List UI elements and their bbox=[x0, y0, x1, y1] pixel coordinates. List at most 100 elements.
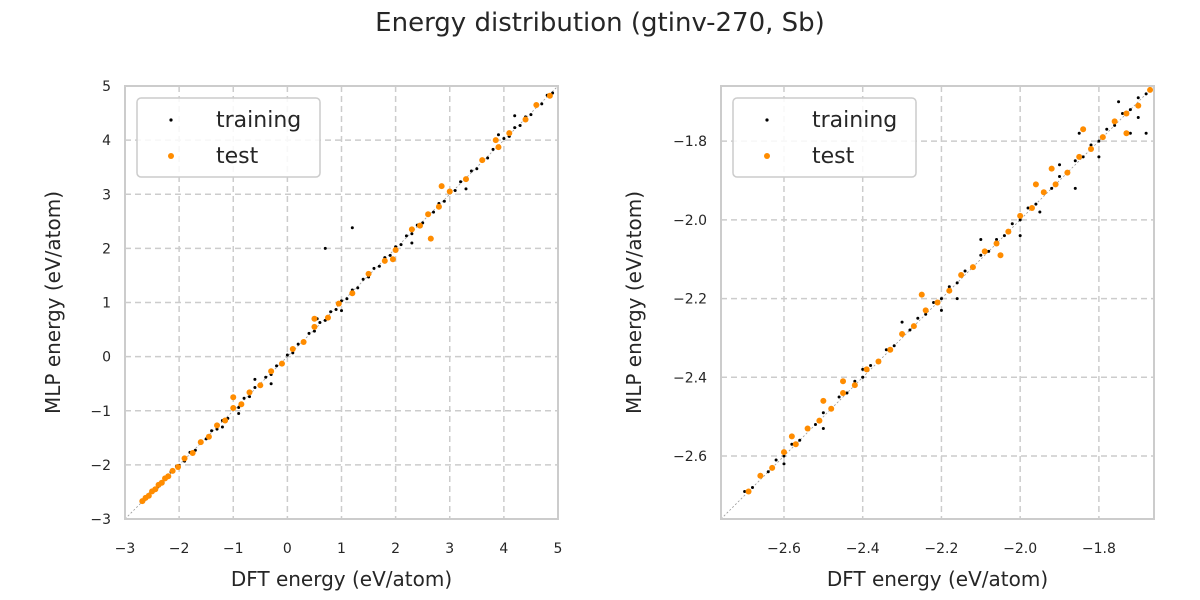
left-training-point bbox=[513, 126, 517, 130]
right-training-point bbox=[821, 411, 825, 415]
right-legend-box bbox=[732, 97, 917, 178]
left-training-point bbox=[410, 232, 414, 236]
right-test-point bbox=[788, 433, 795, 440]
left-training-point bbox=[361, 277, 365, 281]
left-training-point bbox=[247, 395, 251, 399]
left-y-tick-label: −3 bbox=[90, 512, 111, 528]
right-plot-panel: −2.6 −2.4 −2.2 −2.0 −1.8 −2.6 −2.4 −2.2 −2.0 −1.… bbox=[622, 85, 1155, 591]
right-training-point bbox=[782, 462, 786, 466]
right-training-point bbox=[947, 285, 951, 289]
left-test-point bbox=[425, 211, 432, 218]
left-training-point bbox=[269, 382, 273, 386]
right-training-point bbox=[766, 470, 770, 474]
left-training-point bbox=[329, 310, 333, 314]
left-test-point bbox=[158, 479, 165, 486]
left-training-point bbox=[237, 411, 241, 415]
right-test-point bbox=[1099, 134, 1106, 141]
left-training-point bbox=[377, 264, 381, 268]
left-y-tick-label: 2 bbox=[102, 241, 111, 257]
right-test-point bbox=[1080, 126, 1087, 133]
right-test-point bbox=[918, 291, 925, 298]
right-grid bbox=[721, 86, 1154, 519]
right-training-point bbox=[884, 348, 888, 352]
right-training-point bbox=[1128, 131, 1132, 135]
right-training-point bbox=[1018, 234, 1022, 238]
left-training-point bbox=[475, 167, 479, 171]
right-training-point bbox=[979, 238, 983, 242]
right-training-point bbox=[798, 438, 802, 442]
right-training-point bbox=[853, 379, 857, 383]
right-training-point bbox=[1058, 175, 1062, 179]
right-test-point bbox=[899, 330, 906, 337]
left-x-tick-label: −2 bbox=[169, 541, 190, 557]
left-plot-frame bbox=[124, 85, 559, 520]
left-points bbox=[139, 91, 555, 505]
left-training-point bbox=[210, 429, 214, 433]
left-training-point bbox=[340, 309, 343, 313]
right-training-point bbox=[813, 423, 817, 427]
left-training-point bbox=[220, 425, 224, 429]
left-y-tick-label: 0 bbox=[102, 350, 111, 366]
left-test-point bbox=[495, 144, 502, 151]
left-training-point bbox=[404, 234, 408, 238]
right-training-point bbox=[743, 489, 747, 493]
right-test-point bbox=[1088, 145, 1095, 152]
left-x-tick-label: −3 bbox=[115, 541, 136, 557]
left-y-tick-label: 3 bbox=[102, 187, 111, 203]
left-training-point bbox=[410, 241, 414, 245]
left-training-point bbox=[242, 396, 246, 400]
right-test-point bbox=[840, 390, 847, 397]
right-test-point bbox=[816, 417, 823, 424]
right-points bbox=[743, 86, 1154, 495]
left-legend-training-label: training bbox=[216, 108, 301, 133]
right-x-tick-label: −2.4 bbox=[846, 541, 880, 557]
right-test-point bbox=[1111, 118, 1118, 125]
right-training-point bbox=[750, 486, 754, 490]
left-training-point bbox=[502, 137, 506, 141]
left-x-tick-label: 0 bbox=[283, 541, 292, 557]
left-test-point bbox=[311, 323, 318, 330]
right-y-tick-label: −2.6 bbox=[673, 449, 707, 465]
left-legend-training-marker bbox=[169, 118, 173, 122]
right-test-point bbox=[981, 248, 988, 255]
right-test-point bbox=[946, 287, 953, 294]
left-test-point bbox=[246, 389, 253, 396]
left-test-point bbox=[230, 405, 237, 412]
left-training-point bbox=[432, 210, 436, 214]
right-test-point bbox=[780, 449, 787, 456]
left-test-point bbox=[175, 464, 182, 471]
left-training-point bbox=[399, 243, 403, 247]
left-training-point bbox=[296, 342, 300, 346]
left-test-point bbox=[257, 382, 264, 389]
right-training-point bbox=[924, 312, 928, 316]
left-test-point bbox=[462, 176, 469, 183]
right-test-point bbox=[828, 405, 835, 412]
left-training-point bbox=[285, 353, 289, 357]
right-training-point bbox=[1128, 108, 1132, 112]
left-test-point bbox=[230, 394, 237, 401]
right-test-point bbox=[1028, 205, 1035, 212]
right-test-point bbox=[1076, 153, 1083, 160]
left-training-point bbox=[345, 297, 349, 301]
right-test-point bbox=[958, 271, 965, 278]
left-test-point bbox=[349, 290, 356, 297]
right-training-point bbox=[1144, 92, 1148, 96]
left-test-point bbox=[324, 314, 331, 321]
right-training-point bbox=[821, 426, 825, 430]
right-x-tick-label: −2.0 bbox=[1003, 541, 1037, 557]
right-test-point bbox=[997, 252, 1004, 259]
left-training-point bbox=[453, 188, 457, 192]
left-plot-panel: −3 −2 −1 0 1 2 3 4 5 −3 −2 −1 0 1 2 3 4 5 DFT energy (eV… bbox=[41, 79, 562, 591]
left-training-point bbox=[334, 308, 338, 312]
right-training-point bbox=[1058, 163, 1062, 167]
right-test-point bbox=[1135, 102, 1142, 109]
right-training-point bbox=[1010, 222, 1014, 226]
right-x-tick-label: −2.6 bbox=[767, 541, 801, 557]
right-test-point bbox=[769, 464, 776, 471]
right-training-point bbox=[1073, 186, 1077, 190]
left-training-point bbox=[237, 406, 241, 410]
left-legend-test-label: test bbox=[216, 144, 259, 169]
left-test-point bbox=[446, 188, 453, 195]
right-training-point bbox=[939, 308, 943, 312]
left-test-point bbox=[506, 130, 513, 137]
